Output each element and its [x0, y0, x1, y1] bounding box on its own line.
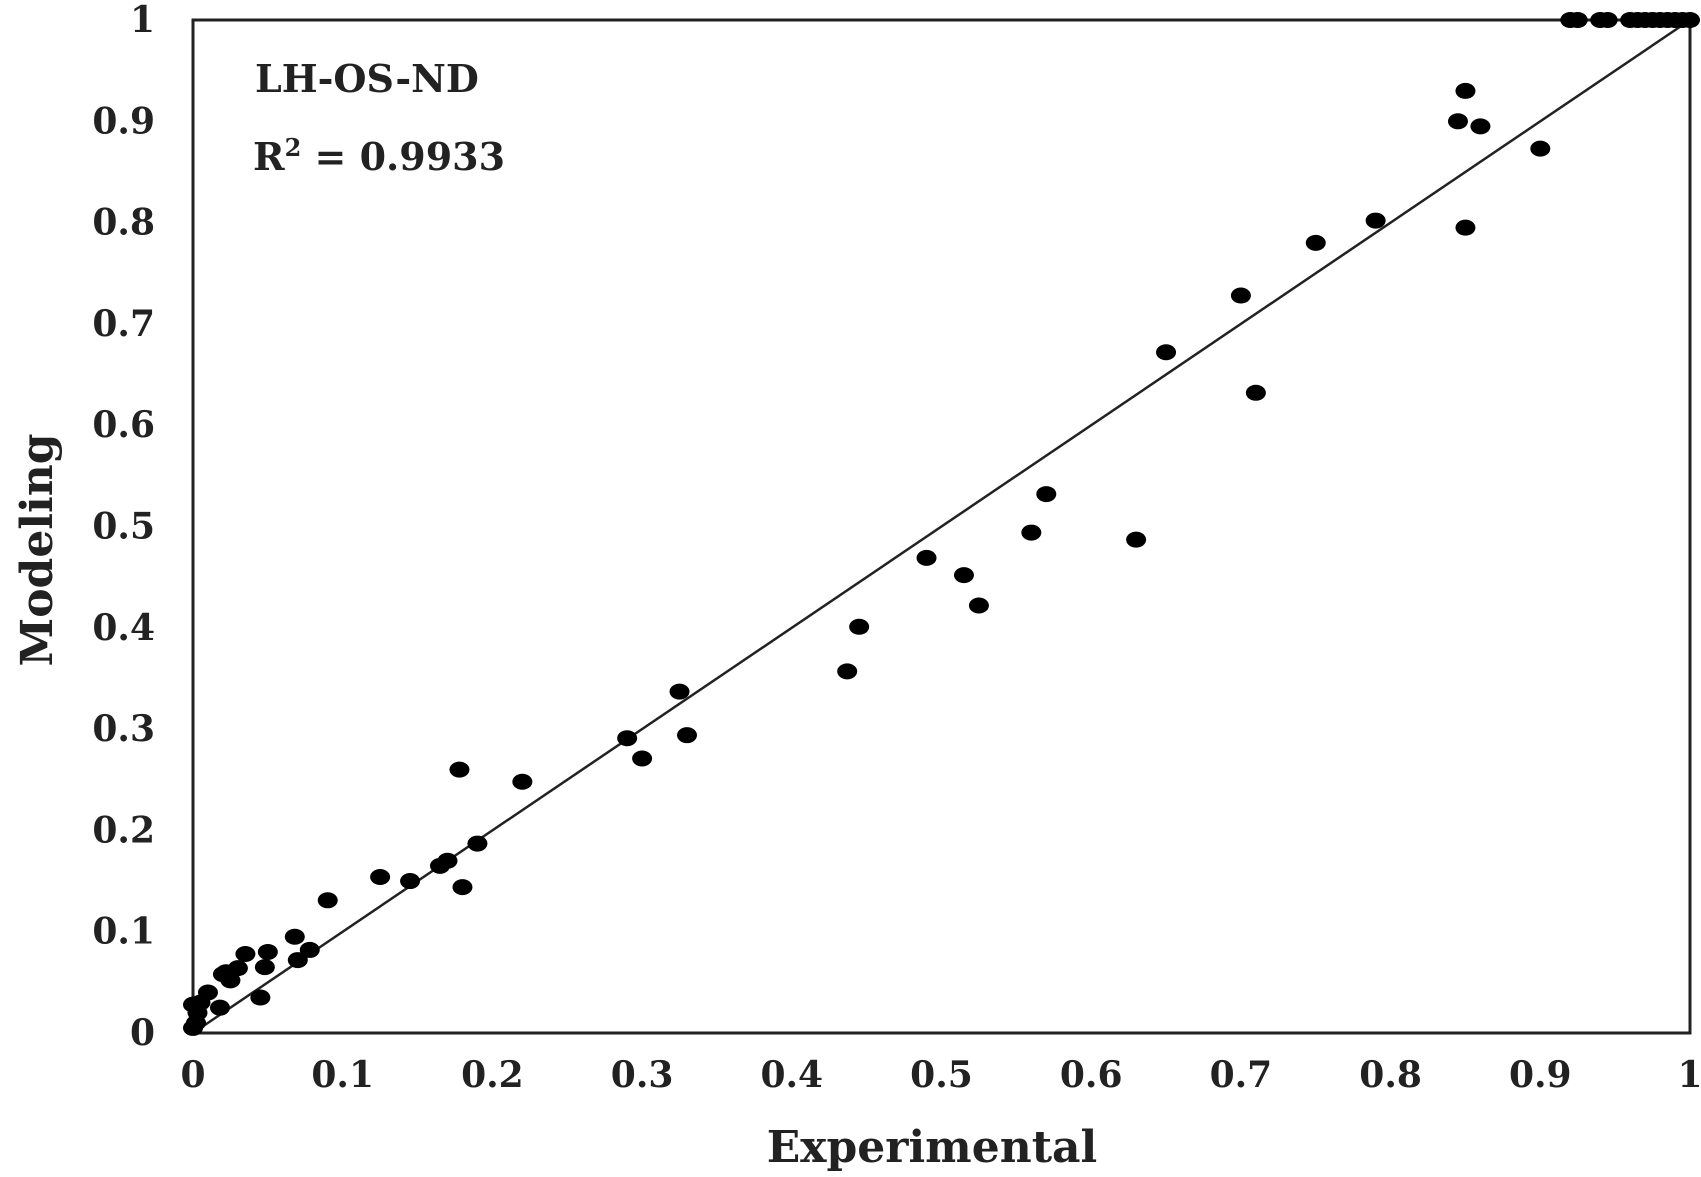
data-point: [1530, 140, 1551, 157]
data-point: [837, 663, 858, 680]
x-tick-label: 0: [180, 1054, 205, 1096]
data-point: [400, 873, 421, 890]
data-point: [1230, 287, 1251, 304]
x-tick-label: 0.1: [311, 1054, 374, 1096]
x-tick-labels: 0 0.1 0.2 0.3 0.4 0.5 0.6 0.7 0.8 0.9 1: [180, 1054, 1701, 1096]
x-tick-label: 0.3: [611, 1054, 674, 1096]
data-point: [287, 952, 308, 969]
data-point: [1365, 212, 1386, 229]
data-point: [299, 941, 320, 958]
data-point: [1126, 531, 1147, 548]
data-point: [183, 1019, 203, 1036]
y-tick-label: 0.9: [92, 100, 155, 142]
x-tick-label: 0.7: [1210, 1054, 1273, 1096]
data-point: [1455, 82, 1476, 99]
data-point: [1447, 113, 1468, 130]
data-point: [849, 618, 870, 635]
y-tick-label: 0.4: [92, 607, 155, 649]
x-tick-label: 0.9: [1509, 1054, 1572, 1096]
r-squared-superscript: 2: [285, 133, 302, 162]
data-point: [1305, 234, 1326, 251]
x-tick-label: 0.5: [910, 1054, 973, 1096]
y-tick-label: 0.5: [92, 506, 155, 548]
y-tick-label: 1: [130, 0, 155, 41]
data-point: [235, 945, 256, 962]
data-point: [449, 761, 470, 778]
data-point: [916, 549, 937, 566]
data-point: [1680, 12, 1700, 28]
y-tick-label: 0.3: [92, 708, 155, 750]
data-point: [370, 868, 391, 885]
y-tick-label: 0.1: [92, 911, 155, 953]
data-point: [1470, 118, 1491, 135]
x-tick-label: 1: [1677, 1054, 1701, 1096]
x-tick-label: 0.2: [461, 1054, 524, 1096]
data-point: [257, 943, 278, 960]
data-point: [209, 999, 230, 1016]
y-tick-label: 0.2: [92, 809, 155, 851]
data-point: [467, 835, 488, 852]
data-point: [284, 928, 305, 945]
data-point: [212, 966, 233, 983]
y-tick-label: 0.6: [92, 404, 155, 446]
data-point: [1245, 384, 1266, 401]
y-tick-label: 0.8: [92, 202, 155, 244]
r-squared-label: R2 = 0.9933: [253, 133, 505, 179]
data-point: [1597, 12, 1618, 28]
x-axis-title: Experimental: [767, 1122, 1098, 1173]
data-point: [1036, 486, 1057, 503]
data-points-layer: [183, 12, 1700, 1036]
y-tick-label: 0.7: [92, 303, 155, 345]
y-axis-title: Modeling: [12, 434, 63, 667]
data-point: [1156, 344, 1177, 361]
series-label: LH-OS-ND: [255, 56, 479, 101]
y-tick-label: 0: [130, 1012, 155, 1054]
x-tick-label: 0.6: [1060, 1054, 1123, 1096]
x-tick-label: 0.8: [1359, 1054, 1422, 1096]
data-point: [250, 989, 271, 1006]
r-squared-prefix: R: [253, 134, 285, 179]
r-squared-value: = 0.9933: [301, 134, 505, 179]
data-point: [677, 727, 698, 744]
data-point: [512, 773, 533, 790]
data-point: [317, 892, 338, 909]
data-point: [953, 567, 974, 584]
y-tick-labels: 0 0.1 0.2 0.3 0.4 0.5 0.6 0.7 0.8 0.9 1: [92, 0, 155, 1054]
data-point: [617, 730, 638, 747]
x-tick-label: 0.4: [760, 1054, 823, 1096]
data-point: [968, 597, 989, 614]
data-point: [452, 879, 473, 896]
data-point: [1567, 12, 1588, 28]
data-point: [183, 996, 203, 1013]
data-point: [254, 959, 275, 976]
data-point: [669, 683, 690, 700]
data-point: [1021, 524, 1042, 541]
data-point: [430, 857, 451, 874]
data-point: [632, 750, 653, 767]
plot-area-frame: [191, 18, 1692, 1035]
data-point: [1455, 219, 1476, 236]
